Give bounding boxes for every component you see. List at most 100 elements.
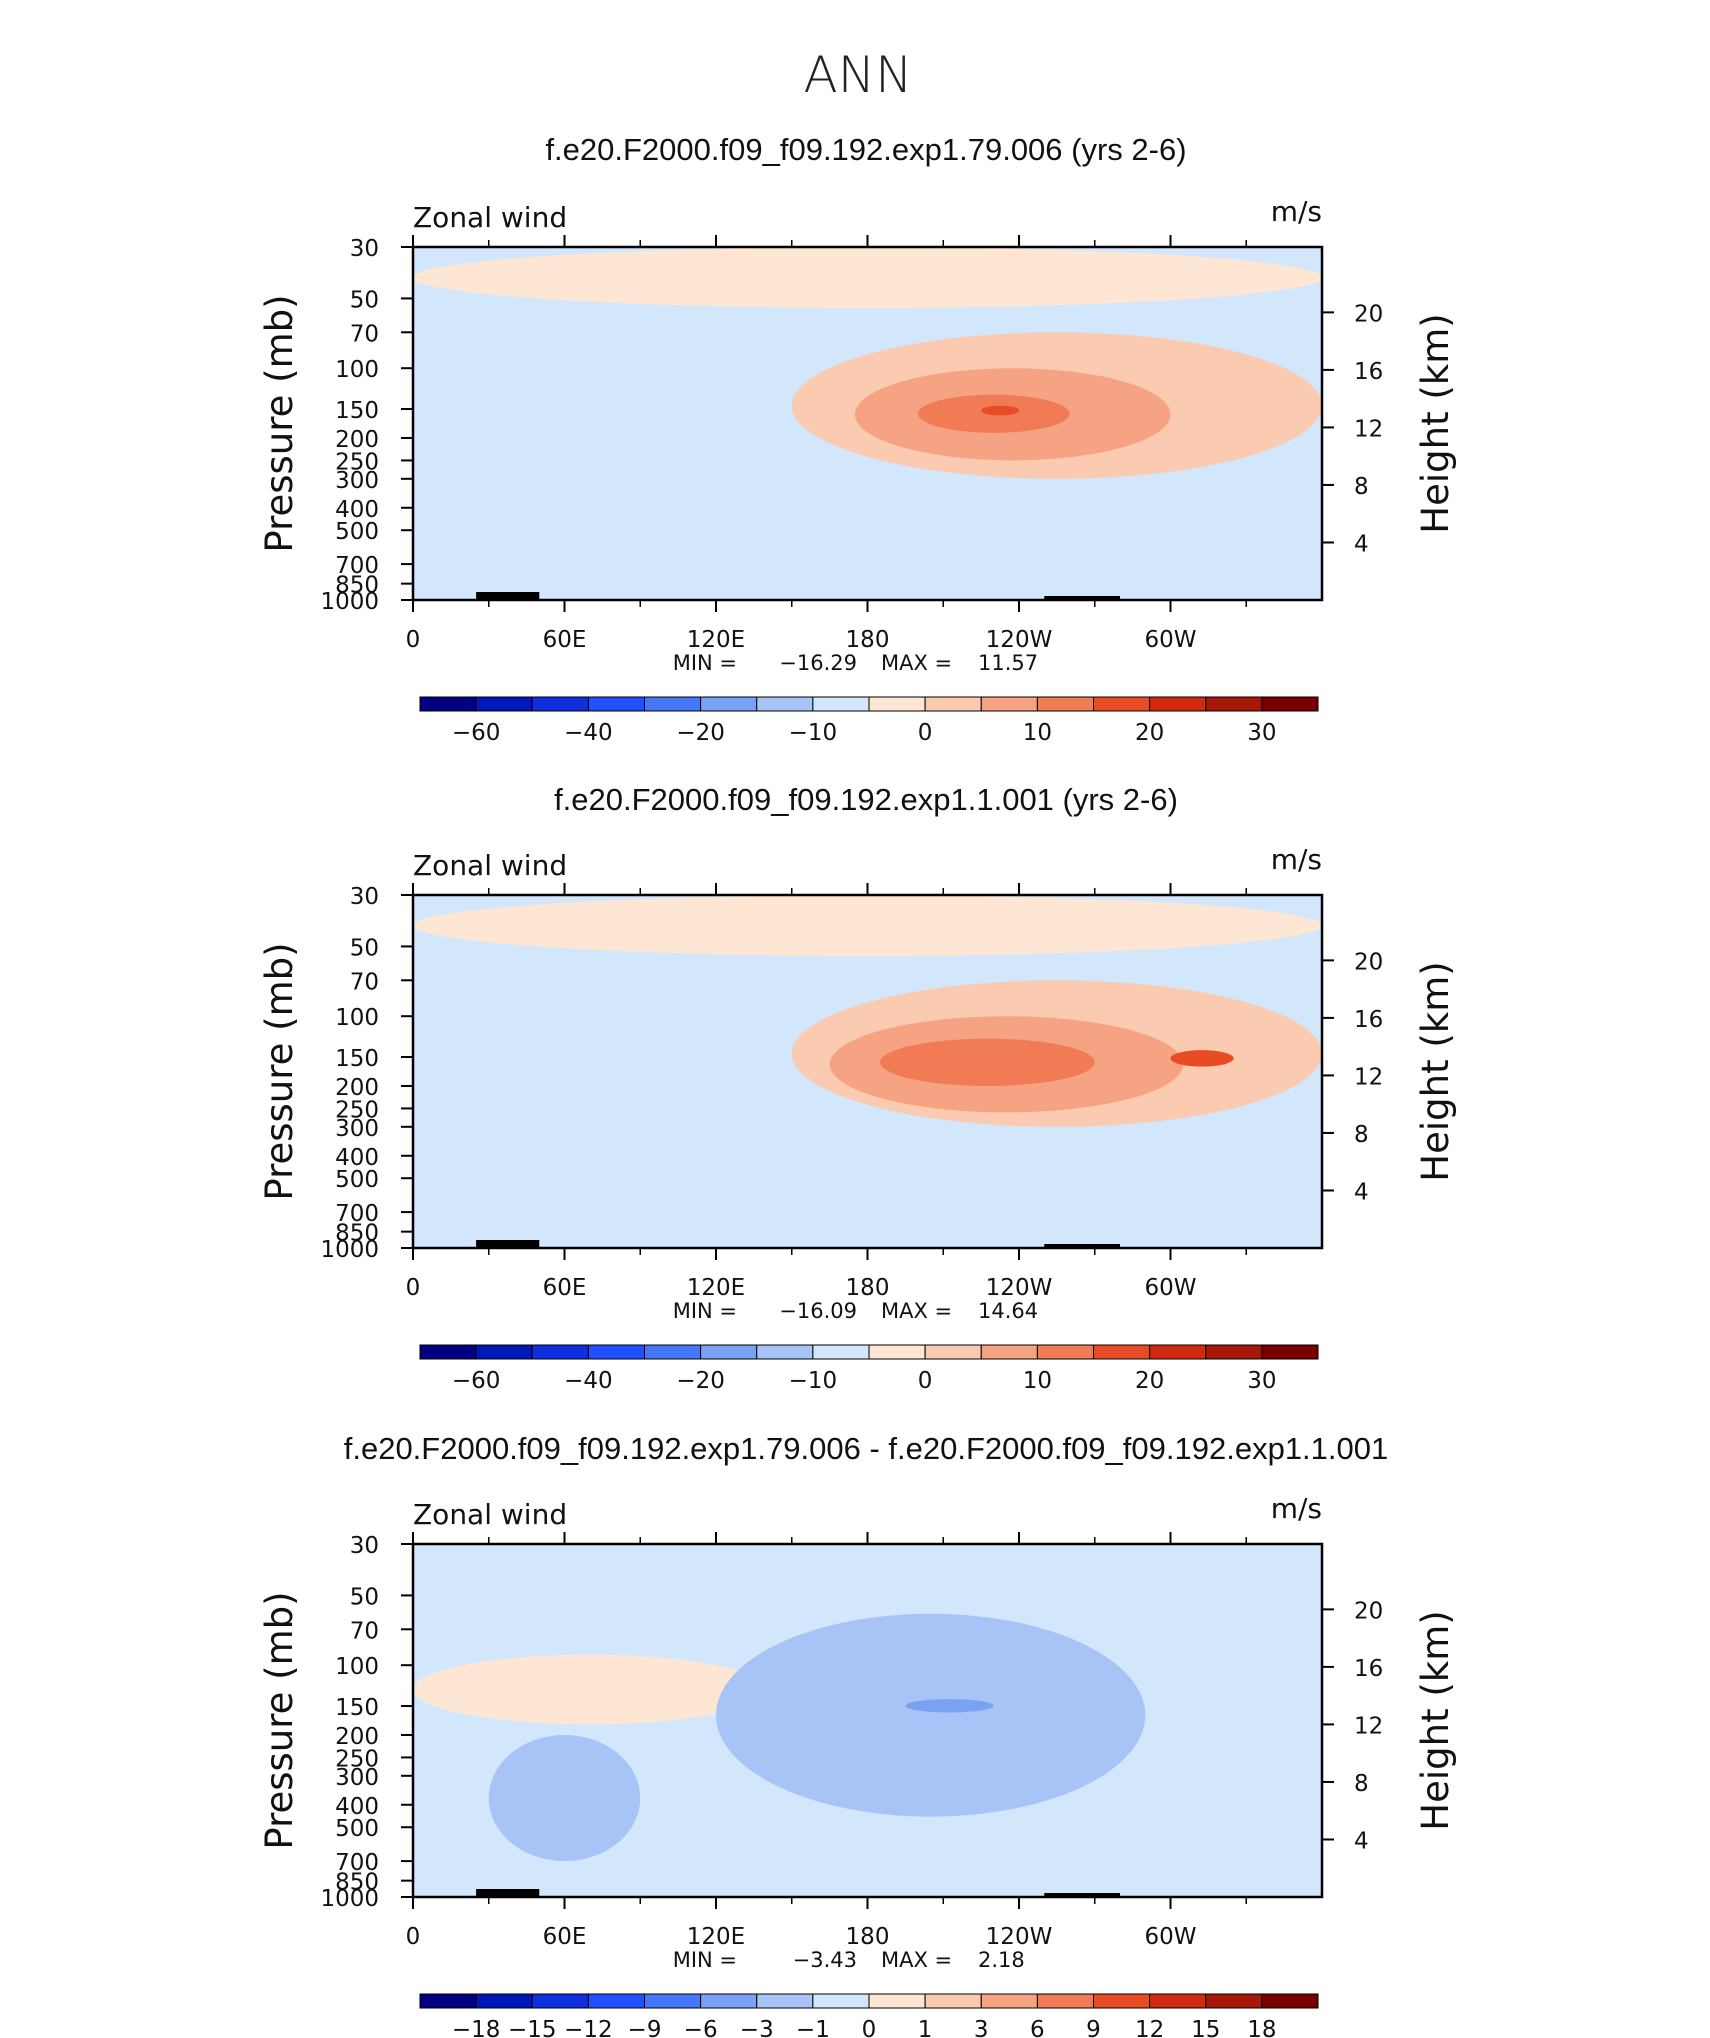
y-tick-label: 300 — [335, 1765, 379, 1791]
colorbar-swatch — [1093, 1344, 1151, 1360]
units-label: m/s — [1271, 1492, 1322, 1525]
colorbar-label: 20 — [1135, 1368, 1164, 1394]
max-label: MAX = — [881, 1948, 952, 1972]
y-axis-label: Pressure (mb) — [258, 1591, 301, 1849]
colorbar-swatch — [868, 1344, 926, 1360]
terrain — [476, 592, 1120, 600]
terrain-block — [1044, 1244, 1120, 1248]
colorbar-label: 20 — [1135, 720, 1164, 746]
terrain-block — [1044, 596, 1120, 600]
contour-region — [716, 1613, 1146, 1817]
y-tick-label: 250 — [335, 1746, 379, 1772]
y-axis-label: Pressure (mb) — [258, 942, 301, 1200]
colorbar-label: 18 — [1247, 2017, 1276, 2038]
y-tick-label: 100 — [335, 1654, 379, 1680]
colorbar-label: 15 — [1191, 2017, 1220, 2038]
min-value: −3.43 — [793, 1948, 857, 1972]
x-tick-label: 120W — [986, 1275, 1053, 1301]
x-tick-label: 60W — [1144, 1924, 1196, 1950]
colorbar-label: 0 — [862, 2017, 877, 2038]
x-tick-label: 180 — [846, 1924, 890, 1950]
colorbar-label: −1 — [796, 2017, 830, 2038]
panel-2: f.e20.F2000.f09_f09.192.exp1.1.001 (yrs … — [258, 782, 1457, 1394]
colorbar-label: 1 — [918, 2017, 933, 2038]
colorbar-swatch — [419, 1344, 477, 1360]
colorbar-swatch — [868, 696, 926, 712]
colorbar-swatch — [812, 696, 870, 712]
y-right-tick-label: 20 — [1354, 949, 1383, 975]
y-tick-label: 70 — [350, 969, 379, 995]
x-tick-label: 120E — [687, 1924, 745, 1950]
colorbar-swatch — [644, 696, 702, 712]
y-right-axis-label: Height (km) — [1414, 961, 1457, 1181]
y-right-tick-label: 4 — [1354, 1828, 1369, 1854]
colorbar-swatch — [587, 1344, 645, 1360]
y-tick-label: 1000 — [320, 589, 379, 615]
contour-region — [1170, 1050, 1234, 1067]
colorbar-swatch — [475, 1993, 533, 2009]
colorbar-swatch — [868, 1993, 926, 2009]
y-right-tick-label: 12 — [1354, 1713, 1383, 1739]
colorbar-label: 6 — [1030, 2017, 1045, 2038]
terrain-block — [476, 1240, 540, 1248]
colorbar-swatch — [1036, 696, 1094, 712]
contour-region — [413, 1654, 767, 1725]
x-tick-label: 120E — [687, 627, 745, 653]
terrain-block — [1044, 1893, 1120, 1897]
x-tick-label: 60W — [1144, 1275, 1196, 1301]
colorbar-swatch — [1149, 696, 1207, 712]
colorbar-swatch — [980, 1993, 1038, 2009]
y-tick-label: 500 — [335, 519, 379, 545]
colorbar-label: 12 — [1135, 2017, 1164, 2038]
y-tick-label: 200 — [335, 1724, 379, 1750]
colorbar-swatch — [419, 696, 477, 712]
y-right-tick-label: 16 — [1354, 359, 1383, 385]
colorbar-label: 10 — [1023, 1368, 1052, 1394]
max-value: 2.18 — [978, 1948, 1025, 1972]
y-tick-label: 50 — [350, 1584, 379, 1610]
colorbar-swatch — [531, 696, 589, 712]
y-right-tick-label: 8 — [1354, 1771, 1369, 1797]
colorbar-label: −6 — [684, 2017, 718, 2038]
min-value: −16.09 — [779, 1299, 857, 1323]
colorbar-label: −3 — [740, 2017, 774, 2038]
y-tick-label: 1000 — [320, 1886, 379, 1912]
y-right-tick-label: 16 — [1354, 1656, 1383, 1682]
colorbar-label: −20 — [676, 1368, 725, 1394]
chart-title: f.e20.F2000.f09_f09.192.exp1.79.006 (yrs… — [545, 132, 1186, 167]
colorbar-swatch — [587, 1993, 645, 2009]
page-title: ANN — [803, 46, 912, 104]
colorbar-label: −10 — [789, 1368, 838, 1394]
min-label: MIN = — [673, 1948, 737, 1972]
contour-fills — [413, 247, 1322, 479]
y-right-tick-label: 16 — [1354, 1007, 1383, 1033]
colorbar-swatch — [756, 696, 814, 712]
y-tick-label: 200 — [335, 1075, 379, 1101]
y-right-tick-label: 8 — [1354, 1122, 1369, 1148]
x-tick-label: 180 — [846, 1275, 890, 1301]
colorbar-swatch — [924, 1993, 982, 2009]
x-tick-label: 0 — [406, 1275, 421, 1301]
contour-region — [413, 895, 1322, 957]
min-label: MIN = — [673, 1299, 737, 1323]
y-tick-label: 850 — [335, 573, 379, 599]
chart-title: f.e20.F2000.f09_f09.192.exp1.79.006 - f.… — [344, 1431, 1389, 1466]
y-tick-label: 70 — [350, 321, 379, 347]
colorbar-swatch — [531, 1344, 589, 1360]
y-right-axis-label: Height (km) — [1414, 313, 1457, 533]
colorbar-label: −60 — [452, 1368, 501, 1394]
colorbar-swatch — [419, 1993, 477, 2009]
colorbar-swatch — [1205, 1993, 1263, 2009]
y-tick-label: 50 — [350, 287, 379, 313]
units-label: m/s — [1271, 195, 1322, 228]
colorbar-label: 0 — [918, 720, 933, 746]
colorbar-swatch — [756, 1344, 814, 1360]
colorbar-swatch — [644, 1993, 702, 2009]
colorbar-swatch — [1261, 696, 1319, 712]
colorbar-swatch — [980, 1344, 1038, 1360]
colorbar-label: −9 — [628, 2017, 662, 2038]
y-tick-label: 850 — [335, 1221, 379, 1247]
contour-region — [981, 405, 1019, 416]
x-tick-label: 120W — [986, 627, 1053, 653]
